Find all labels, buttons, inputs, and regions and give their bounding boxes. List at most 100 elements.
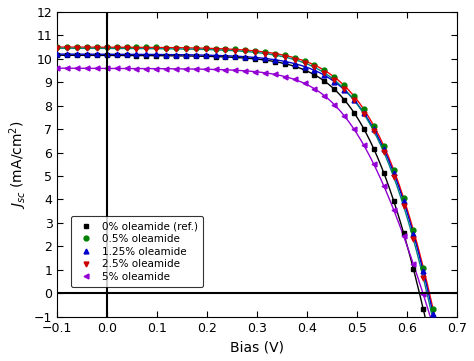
2.5% oleamide bbox=[391, 175, 396, 179]
2.5% oleamide bbox=[84, 46, 90, 51]
2.5% oleamide bbox=[381, 150, 387, 154]
2.5% oleamide bbox=[252, 50, 258, 55]
0% oleamide (ref.) bbox=[282, 61, 288, 66]
0.5% oleamide bbox=[401, 196, 406, 200]
1.25% oleamide bbox=[410, 232, 416, 236]
5% oleamide bbox=[321, 93, 327, 98]
1.25% oleamide bbox=[252, 55, 258, 60]
0% oleamide (ref.) bbox=[410, 267, 416, 271]
2.5% oleamide bbox=[341, 87, 347, 91]
0% oleamide (ref.) bbox=[242, 56, 248, 60]
0.5% oleamide bbox=[213, 47, 219, 51]
0% oleamide (ref.) bbox=[134, 53, 139, 58]
0% oleamide (ref.) bbox=[213, 55, 219, 59]
1.25% oleamide bbox=[154, 52, 159, 57]
5% oleamide bbox=[252, 70, 258, 74]
5% oleamide bbox=[94, 66, 100, 70]
5% oleamide bbox=[302, 81, 308, 86]
5% oleamide bbox=[55, 66, 60, 70]
Legend: 0% oleamide (ref.), 0.5% oleamide, 1.25% oleamide, 2.5% oleamide, 5% oleamide: 0% oleamide (ref.), 0.5% oleamide, 1.25%… bbox=[71, 216, 203, 287]
0% oleamide (ref.) bbox=[302, 68, 308, 72]
1.25% oleamide bbox=[262, 56, 268, 61]
Line: 2.5% oleamide: 2.5% oleamide bbox=[55, 46, 446, 361]
5% oleamide bbox=[183, 67, 189, 71]
0.5% oleamide bbox=[74, 45, 80, 49]
5% oleamide bbox=[193, 67, 199, 71]
2.5% oleamide bbox=[430, 318, 436, 323]
1.25% oleamide bbox=[321, 73, 327, 77]
1.25% oleamide bbox=[84, 52, 90, 56]
2.5% oleamide bbox=[223, 48, 228, 52]
1.25% oleamide bbox=[134, 52, 139, 57]
5% oleamide bbox=[262, 71, 268, 75]
1.25% oleamide bbox=[361, 111, 367, 115]
0% oleamide (ref.) bbox=[341, 97, 347, 102]
2.5% oleamide bbox=[292, 57, 298, 62]
1.25% oleamide bbox=[233, 54, 238, 58]
0.5% oleamide bbox=[84, 45, 90, 49]
5% oleamide bbox=[104, 66, 109, 70]
5% oleamide bbox=[154, 66, 159, 71]
5% oleamide bbox=[173, 67, 179, 71]
1.25% oleamide bbox=[94, 52, 100, 56]
0.5% oleamide bbox=[351, 94, 357, 98]
2.5% oleamide bbox=[420, 275, 426, 280]
2.5% oleamide bbox=[193, 47, 199, 51]
0% oleamide (ref.) bbox=[64, 53, 70, 57]
1.25% oleamide bbox=[272, 57, 278, 62]
5% oleamide bbox=[410, 262, 416, 266]
0.5% oleamide bbox=[321, 68, 327, 73]
0% oleamide (ref.) bbox=[114, 53, 119, 58]
0.5% oleamide bbox=[262, 50, 268, 54]
5% oleamide bbox=[401, 234, 406, 238]
1.25% oleamide bbox=[420, 269, 426, 274]
2.5% oleamide bbox=[272, 53, 278, 57]
0% oleamide (ref.) bbox=[193, 54, 199, 58]
0.5% oleamide bbox=[282, 53, 288, 57]
1.25% oleamide bbox=[173, 52, 179, 57]
0% oleamide (ref.) bbox=[203, 54, 209, 58]
2.5% oleamide bbox=[203, 47, 209, 52]
1.25% oleamide bbox=[203, 53, 209, 57]
0% oleamide (ref.) bbox=[252, 57, 258, 61]
2.5% oleamide bbox=[134, 46, 139, 51]
0.5% oleamide bbox=[410, 228, 416, 232]
0% oleamide (ref.) bbox=[94, 53, 100, 57]
0.5% oleamide bbox=[193, 46, 199, 50]
1.25% oleamide bbox=[55, 52, 60, 56]
0% oleamide (ref.) bbox=[331, 87, 337, 91]
2.5% oleamide bbox=[64, 46, 70, 51]
2.5% oleamide bbox=[351, 98, 357, 102]
0% oleamide (ref.) bbox=[104, 53, 109, 57]
5% oleamide bbox=[124, 66, 129, 71]
0.5% oleamide bbox=[104, 45, 109, 49]
1.25% oleamide bbox=[114, 52, 119, 56]
2.5% oleamide bbox=[401, 204, 406, 208]
1.25% oleamide bbox=[64, 52, 70, 56]
2.5% oleamide bbox=[104, 46, 109, 51]
0.5% oleamide bbox=[341, 83, 347, 88]
2.5% oleamide bbox=[302, 61, 308, 65]
1.25% oleamide bbox=[331, 79, 337, 84]
0.5% oleamide bbox=[124, 45, 129, 49]
5% oleamide bbox=[272, 72, 278, 77]
5% oleamide bbox=[163, 66, 169, 71]
2.5% oleamide bbox=[55, 46, 60, 51]
1.25% oleamide bbox=[440, 359, 446, 361]
2.5% oleamide bbox=[331, 78, 337, 82]
1.25% oleamide bbox=[223, 53, 228, 58]
0.5% oleamide bbox=[272, 51, 278, 56]
0% oleamide (ref.) bbox=[233, 55, 238, 60]
5% oleamide bbox=[242, 69, 248, 73]
5% oleamide bbox=[213, 67, 219, 71]
5% oleamide bbox=[134, 66, 139, 71]
2.5% oleamide bbox=[183, 47, 189, 51]
5% oleamide bbox=[351, 127, 357, 131]
0.5% oleamide bbox=[440, 354, 446, 358]
0.5% oleamide bbox=[55, 45, 60, 49]
0% oleamide (ref.) bbox=[381, 170, 387, 175]
5% oleamide bbox=[420, 292, 426, 296]
Line: 5% oleamide: 5% oleamide bbox=[55, 66, 446, 361]
0% oleamide (ref.) bbox=[55, 53, 60, 57]
0% oleamide (ref.) bbox=[371, 147, 377, 151]
